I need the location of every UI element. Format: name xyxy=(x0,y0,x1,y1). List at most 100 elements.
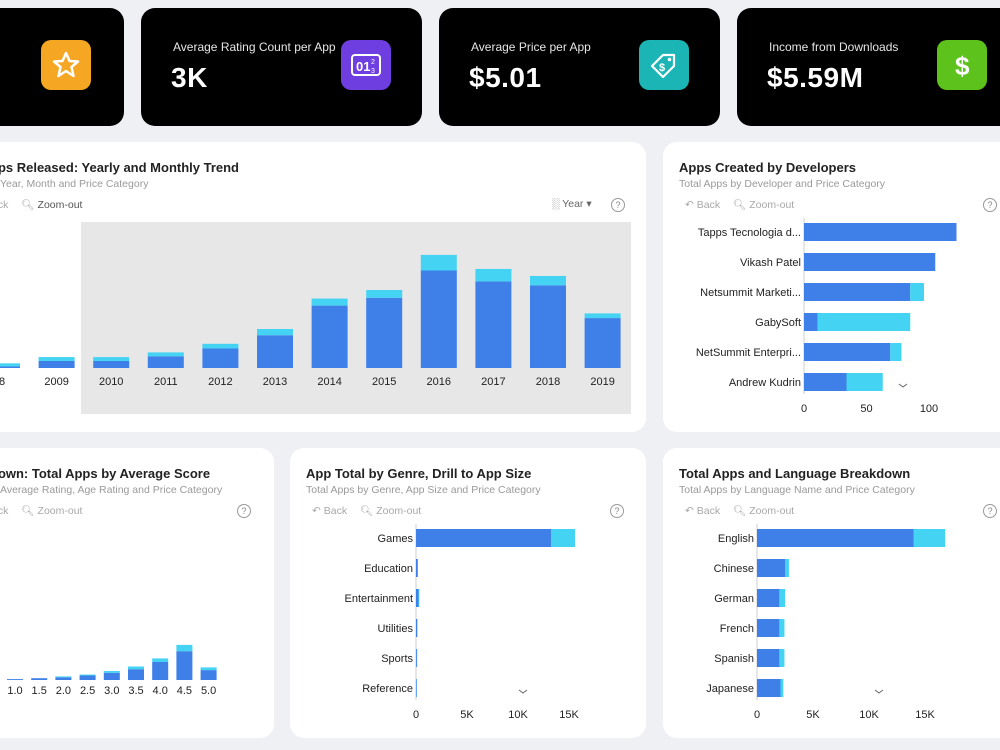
back-button[interactable]: Back xyxy=(696,505,721,517)
bar-segment-secondary xyxy=(311,298,348,306)
category-label: Vikash Patel xyxy=(740,257,801,269)
yearly-trend-card: pps Released: Yearly and Monthly Trend Y… xyxy=(0,142,646,432)
zoom-out-button[interactable]: Zoom-out xyxy=(749,199,795,211)
score-card: down: Total Apps by Average Score Averag… xyxy=(0,448,274,738)
x-tick-label: 50 xyxy=(860,403,872,415)
dollar-icon: $ xyxy=(937,40,987,90)
bar-segment-secondary xyxy=(780,679,784,697)
x-tick-label: 2015 xyxy=(372,376,396,388)
bar-segment-primary xyxy=(200,670,217,680)
zoom-out-icon[interactable]: 🔍︎ xyxy=(21,505,35,517)
x-tick-label: 3.5 xyxy=(128,685,143,697)
card-subtitle: Total Apps by Developer and Price Catego… xyxy=(679,178,886,190)
category-label: English xyxy=(718,533,754,545)
x-tick-label: 0 xyxy=(413,709,419,721)
x-tick-label: 2011 xyxy=(154,376,178,388)
back-arrow-icon[interactable]: ↶ xyxy=(685,505,694,517)
bar-segment-secondary xyxy=(475,268,512,282)
bar-segment-primary xyxy=(128,669,144,680)
chart-toolbar: ↶ Back 🔍︎ Zoom-out xyxy=(685,504,804,517)
bar-segment-primary xyxy=(416,649,417,667)
bar-segment-secondary xyxy=(79,674,96,676)
x-tick-label: 2010 xyxy=(99,376,123,388)
bar-segment-primary xyxy=(757,559,785,577)
x-tick-label: 8 xyxy=(0,376,5,388)
zoom-out-button[interactable]: Zoom-out xyxy=(37,199,83,211)
zoom-out-button[interactable]: Zoom-out xyxy=(376,505,422,517)
help-icon[interactable]: ? xyxy=(237,504,251,518)
bar-segment-primary xyxy=(804,373,847,391)
back-arrow-icon[interactable]: ↶ xyxy=(312,505,321,517)
kpi-title: Income from Downloads xyxy=(769,40,899,54)
bar-segment-primary xyxy=(416,679,417,697)
card-title: Total Apps and Language Breakdown xyxy=(679,466,911,481)
svg-text:2: 2 xyxy=(371,59,375,66)
bar-segment-primary xyxy=(804,343,891,361)
back-button[interactable]: Back xyxy=(696,199,721,211)
svg-text:01: 01 xyxy=(356,59,370,74)
back-button[interactable]: ack xyxy=(0,505,9,517)
bar-segment-primary xyxy=(79,675,96,680)
back-arrow-icon[interactable]: ↶ xyxy=(685,199,694,211)
help-icon[interactable]: ? xyxy=(983,504,997,518)
zoom-out-icon[interactable]: 🔍︎ xyxy=(733,505,747,517)
zoom-out-button[interactable]: Zoom-out xyxy=(749,505,795,517)
x-tick-label: 4.0 xyxy=(153,685,168,697)
bar-segment-secondary xyxy=(55,676,72,678)
bar-segment-primary xyxy=(55,677,72,680)
bar-segment-secondary xyxy=(417,559,418,577)
yearly-chart: 8 2009 2010 2011 2012 2013 2014 2015 2016 2017 201… xyxy=(0,222,631,414)
kpi-value: 3K xyxy=(171,62,208,93)
help-icon[interactable]: ? xyxy=(611,198,625,212)
bar-segment-secondary xyxy=(176,644,193,652)
kpi-card-price: Average Price per App $5.01 $ xyxy=(439,8,720,126)
category-label: Andrew Kudrin xyxy=(729,377,801,389)
bar-segment-primary xyxy=(0,366,20,368)
bar-segment-secondary xyxy=(147,352,184,357)
x-tick-label: 2019 xyxy=(590,376,614,388)
developers-chart: Tapps Tecnologia d... Vikash Patel Netsumm… xyxy=(696,218,957,415)
zoom-out-icon[interactable]: 🔍︎ xyxy=(733,199,747,211)
x-tick-label: 2018 xyxy=(536,376,560,388)
chart-toolbar: ack 🔍︎ Zoom-out xyxy=(0,198,92,211)
svg-text:3: 3 xyxy=(371,68,375,75)
card-title: Apps Created by Developers xyxy=(679,160,857,175)
category-label: Chinese xyxy=(714,563,754,575)
category-label: French xyxy=(720,623,754,635)
bar-segment-secondary xyxy=(128,666,144,670)
zoom-out-icon[interactable]: 🔍︎ xyxy=(21,199,35,211)
bar-segment-primary xyxy=(757,529,914,547)
svg-text:$: $ xyxy=(955,51,970,80)
back-button[interactable]: Back xyxy=(323,505,348,517)
category-label: Education xyxy=(364,563,413,575)
bar-segment-primary xyxy=(38,360,75,368)
help-icon[interactable]: ? xyxy=(610,504,624,518)
bar-segment-secondary xyxy=(366,290,403,298)
bar-segment-primary xyxy=(202,348,239,368)
zoom-out-button[interactable]: Zoom-out xyxy=(37,505,83,517)
category-label: Games xyxy=(378,533,414,545)
chart-toolbar: ack 🔍︎ Zoom-out xyxy=(0,504,92,517)
x-tick-label: 2013 xyxy=(263,376,287,388)
bar-segment-secondary xyxy=(817,313,911,331)
help-icon[interactable]: ? xyxy=(983,198,997,212)
category-label: Entertainment xyxy=(345,593,413,605)
category-label: Netsummit Marketi... xyxy=(700,287,801,299)
category-label: German xyxy=(714,593,754,605)
x-tick-label: 0 xyxy=(754,709,760,721)
language-card: Total Apps and Language Breakdown Total … xyxy=(663,448,1000,738)
chevron-down-icon xyxy=(898,383,908,388)
zoom-out-icon[interactable]: 🔍︎ xyxy=(360,505,374,517)
kpi-card-rating-count: Average Rating Count per App 3K 01 2 3 xyxy=(141,8,422,126)
bar-segment-secondary xyxy=(584,313,621,319)
category-label: NetSummit Enterpri... xyxy=(696,347,801,359)
bar-segment-primary xyxy=(420,270,457,368)
back-button[interactable]: ack xyxy=(0,199,9,211)
year-selector[interactable]: ░ Year ▾ xyxy=(552,198,592,210)
bar-segment-secondary xyxy=(779,589,785,607)
card-subtitle: Total Apps by Language Name and Price Ca… xyxy=(679,484,915,496)
category-label: Tapps Tecnologia d... xyxy=(698,227,801,239)
card-title: App Total by Genre, Drill to App Size xyxy=(306,466,532,481)
x-tick-label: 0 xyxy=(801,403,807,415)
year-selector-label: Year xyxy=(562,198,584,210)
